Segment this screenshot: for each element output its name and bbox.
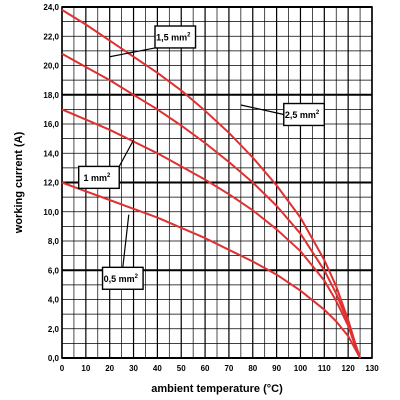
x-tick-label: 0 [60,364,65,373]
y-tick-label: 8,0 [48,237,60,246]
series-line-4 [61,181,361,359]
y-tick-label: 24,0 [43,3,59,12]
y-tick-label: 0,0 [48,354,60,363]
callout-label-3: 1 mm2 [84,173,112,183]
callout-label-4: 0,5 mm2 [104,274,139,284]
y-axis-title: working current (A) [13,131,25,234]
y-tick-label: 6,0 [48,266,60,275]
x-tick-label: 80 [248,364,257,373]
y-tick-label: 4,0 [48,296,60,305]
series-line-1 [61,9,362,359]
x-tick-label: 120 [341,364,355,373]
y-tick-label: 10,0 [43,208,59,217]
x-tick-label: 70 [224,364,233,373]
series-line-3 [61,108,362,359]
y-tick-label: 14,0 [43,149,59,158]
series-callouts: 1,5 mm2 2,5 mm2 1 mm2 0,5 mm2 [77,25,326,290]
x-tick-label: 10 [81,364,90,373]
callout-box-4 [101,266,144,290]
x-tick-label: 60 [201,364,210,373]
callout-label-1: 1,5 mm2 [156,32,191,42]
callout-box-1 [154,25,197,49]
callout-leader-4 [122,214,130,268]
x-axis-ticks: 0 10 20 30 40 50 60 70 80 90 100 110 120 130 [60,364,379,373]
x-tick-label: 30 [129,364,138,373]
callout-box-2 [283,102,326,127]
callout-leader-1 [109,47,156,58]
y-tick-label: 16,0 [43,120,59,129]
series-line-2 [61,52,362,359]
y-tick-label: 18,0 [43,91,59,100]
callout-box-3 [77,165,120,190]
x-tick-label: 130 [365,364,379,373]
series-lines [61,9,362,359]
callout-superscript: 2 [135,274,139,280]
y-tick-label: 2,0 [48,325,60,334]
callout-superscript: 2 [316,110,320,116]
x-tick-label: 20 [105,364,114,373]
callout-superscript: 2 [187,32,191,38]
callout-leader-3 [118,139,135,167]
y-tick-label: 12,0 [43,179,59,188]
callout-leader-2 [240,104,284,116]
y-axis-ticks: 0,0 2,0 4,0 6,0 8,0 10,0 12,0 14,0 16,0 18,0 20,0 2… [43,3,59,363]
callout-superscript: 2 [107,173,111,179]
x-tick-label: 90 [272,364,281,373]
x-tick-label: 100 [294,364,308,373]
x-tick-label: 110 [318,364,331,373]
x-axis-title: ambient temperature (°C) [151,383,283,395]
callout-label-2: 2,5 mm2 [285,110,320,120]
y-tick-label: 22,0 [43,32,59,41]
y-tick-label: 20,0 [43,62,59,71]
x-tick-label: 40 [153,364,162,373]
x-tick-label: 50 [177,364,186,373]
